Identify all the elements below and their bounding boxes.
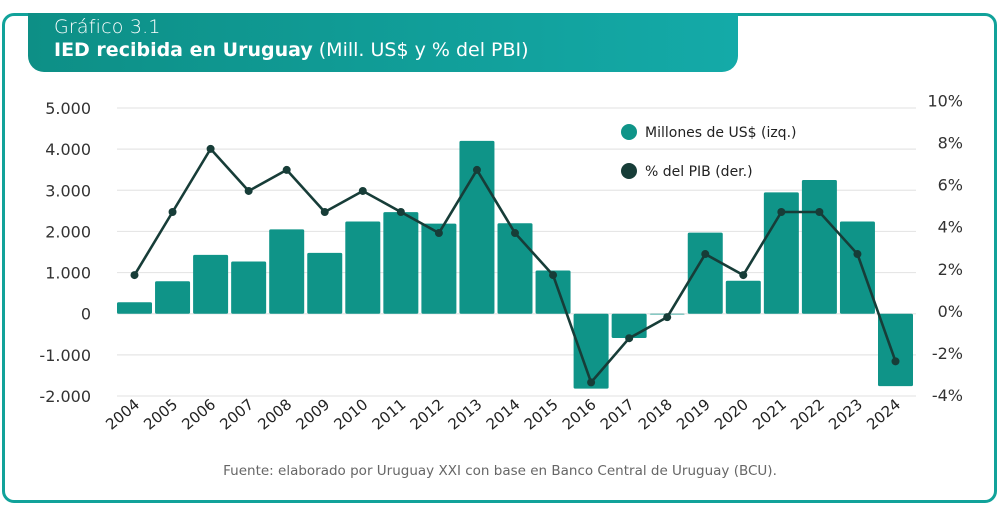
line-series (130, 144, 900, 387)
bar-2012 (421, 223, 457, 314)
right-tick-label: 10% (927, 92, 963, 111)
bar-2020 (725, 280, 761, 314)
source-note: Fuente: elaborado por Uruguay XXI con ba… (223, 463, 777, 479)
pib-point-2013 (472, 165, 481, 174)
x-tick-label: 2013 (445, 395, 486, 433)
pib-point-2009 (320, 207, 329, 216)
chart-number: Gráfico 3.1 (54, 16, 161, 38)
pib-point-2020 (739, 271, 748, 280)
left-tick-label: 0 (81, 305, 91, 324)
legend-line-swatch (621, 163, 637, 179)
chart-title-units: (Mill. US$ y % del PBI) (318, 39, 529, 61)
left-tick-label: -2.000 (39, 387, 91, 406)
bar-2011 (383, 212, 419, 314)
left-tick-label: 1.000 (45, 264, 91, 283)
pib-point-2014 (511, 229, 519, 238)
x-tick-label: 2010 (331, 395, 372, 433)
legend: Millones de US$ (izq.) % del PIB (der.) (621, 124, 796, 180)
pib-point-2019 (701, 250, 710, 259)
x-tick-label: 2009 (292, 395, 333, 433)
bar-2010 (345, 221, 381, 314)
bar-2016 (573, 313, 609, 389)
right-tick-label: 8% (938, 134, 963, 153)
right-tick-label: 0% (938, 302, 963, 321)
bar-2008 (269, 229, 305, 314)
x-tick-label: 2006 (178, 395, 219, 433)
bar-2005 (155, 281, 191, 314)
right-tick-label: -4% (932, 386, 963, 405)
bar-2022 (801, 180, 837, 314)
bar-2014 (497, 223, 533, 314)
legend-bar-label: Millones de US$ (izq.) (645, 125, 796, 141)
left-axis-ticks: 5.000 4.000 3.000 2.000 1.000 0 -1.000 -2.000 (39, 99, 91, 406)
x-tick-label: 2008 (254, 395, 295, 433)
chart-header: Gráfico 3.1 IED recibida en Uruguay (Mil… (28, 13, 738, 72)
x-tick-label: 2015 (521, 395, 562, 433)
pib-point-2004 (130, 271, 139, 280)
bar-2021 (763, 192, 799, 314)
bar-2006 (193, 254, 229, 314)
pib-point-2018 (663, 313, 672, 322)
right-tick-label: 6% (938, 176, 963, 195)
pib-point-2008 (282, 165, 291, 174)
pib-point-2016 (587, 378, 596, 387)
x-tick-label: 2007 (216, 395, 257, 433)
bar-2004 (117, 302, 152, 314)
bars (117, 140, 913, 389)
left-tick-label: 2.000 (45, 222, 91, 241)
legend-line-label: % del PIB (der.) (645, 164, 753, 180)
x-tick-label: 2024 (863, 395, 904, 433)
x-tick-label: 2020 (711, 395, 752, 433)
pib-point-2024 (891, 357, 900, 366)
x-tick-label: 2005 (140, 395, 181, 433)
right-tick-label: -2% (932, 344, 963, 363)
pib-point-2011 (396, 207, 405, 216)
left-tick-label: -1.000 (39, 346, 91, 365)
pib-point-2017 (625, 334, 634, 343)
pib-point-2006 (206, 144, 215, 153)
left-tick-label: 3.000 (45, 181, 91, 200)
right-tick-label: 2% (938, 260, 963, 279)
x-tick-label: 2019 (673, 395, 714, 433)
pib-point-2005 (168, 207, 177, 216)
left-tick-label: 5.000 (45, 99, 91, 118)
x-axis-ticks: 2004200520062007200820092010201120122013… (102, 395, 904, 433)
x-tick-label: 2021 (749, 395, 790, 433)
x-tick-label: 2012 (407, 395, 448, 433)
x-tick-label: 2016 (559, 395, 600, 433)
x-tick-label: 2004 (102, 395, 143, 433)
bar-2024 (878, 313, 913, 387)
bar-2009 (307, 252, 343, 314)
pib-point-2007 (244, 186, 253, 195)
x-tick-label: 2011 (369, 395, 410, 433)
chart-title-bold: IED recibida en Uruguay (54, 39, 313, 61)
right-axis-ticks: 10% 8% 6% 4% 2% 0% -2% -4% (927, 92, 963, 406)
x-tick-label: 2022 (787, 395, 828, 433)
x-tick-label: 2018 (635, 395, 676, 433)
x-tick-label: 2014 (483, 395, 524, 433)
bar-2007 (231, 261, 267, 314)
x-tick-label: 2023 (825, 395, 866, 433)
bar-2023 (839, 221, 875, 314)
pib-point-2015 (549, 271, 558, 280)
pib-point-2010 (358, 186, 367, 195)
chart-title: IED recibida en Uruguay (Mill. US$ y % d… (54, 38, 738, 62)
bar-2019 (687, 232, 723, 314)
right-tick-label: 4% (938, 218, 963, 237)
x-tick-label: 2017 (597, 395, 638, 433)
pib-point-2012 (434, 229, 443, 238)
left-tick-label: 4.000 (45, 140, 91, 159)
pib-point-2023 (853, 250, 862, 259)
pib-point-2022 (815, 207, 824, 216)
legend-bar-swatch (621, 124, 637, 140)
pib-point-2021 (777, 207, 786, 216)
